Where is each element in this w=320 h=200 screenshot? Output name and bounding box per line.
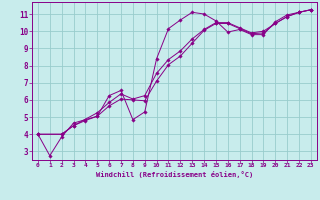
X-axis label: Windchill (Refroidissement éolien,°C): Windchill (Refroidissement éolien,°C) [96,171,253,178]
